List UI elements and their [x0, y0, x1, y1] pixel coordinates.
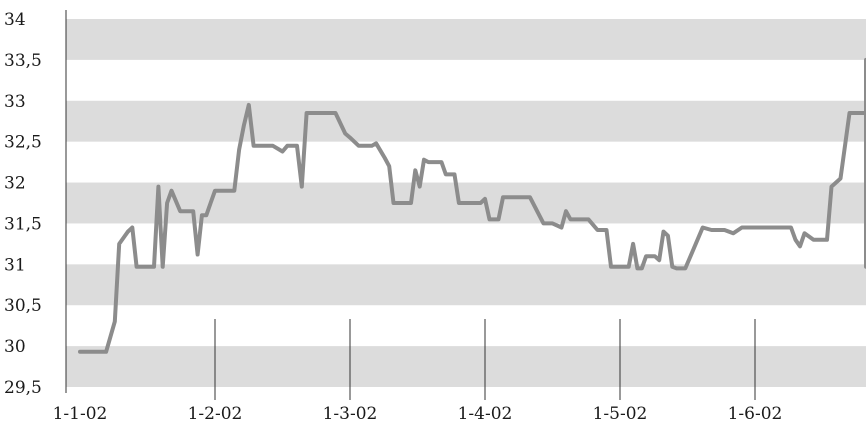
x-tick-marks: [214, 319, 756, 400]
y-tick-label: 34: [4, 10, 26, 30]
grid-band: [66, 100, 866, 142]
y-tick-label: 33,5: [4, 51, 42, 71]
y-tick-label: 30: [4, 337, 26, 357]
grid-bands: [66, 19, 866, 387]
data-series-line: [78, 57, 866, 354]
y-tick-label: 32: [4, 174, 26, 194]
y-tick-label: 31: [4, 255, 26, 275]
x-tick-label: 1-4-02: [458, 404, 513, 424]
y-tick-labels: 29,5 30 30,5 31 31,5 32 32,5 33 33,5 34: [4, 10, 42, 398]
x-tick-label: 1-2-02: [188, 404, 243, 424]
y-tick-label: 30,5: [4, 296, 42, 316]
x-tick-labels: 1-1-02 1-2-02 1-3-02 1-4-02 1-5-02 1-6-02: [53, 404, 783, 424]
x-tick-label: 1-1-02: [53, 404, 108, 424]
x-tick-label: 1-3-02: [323, 404, 378, 424]
y-tick-label: 29,5: [4, 378, 42, 398]
x-tick-label: 1-6-02: [728, 404, 783, 424]
y-tick-label: 33: [4, 92, 26, 112]
grid-band: [66, 264, 866, 306]
x-tick-label: 1-5-02: [593, 404, 648, 424]
grid-band: [66, 346, 866, 387]
grid-band: [66, 19, 866, 60]
y-tick-label: 31,5: [4, 214, 42, 234]
y-tick-label: 32,5: [4, 133, 42, 153]
